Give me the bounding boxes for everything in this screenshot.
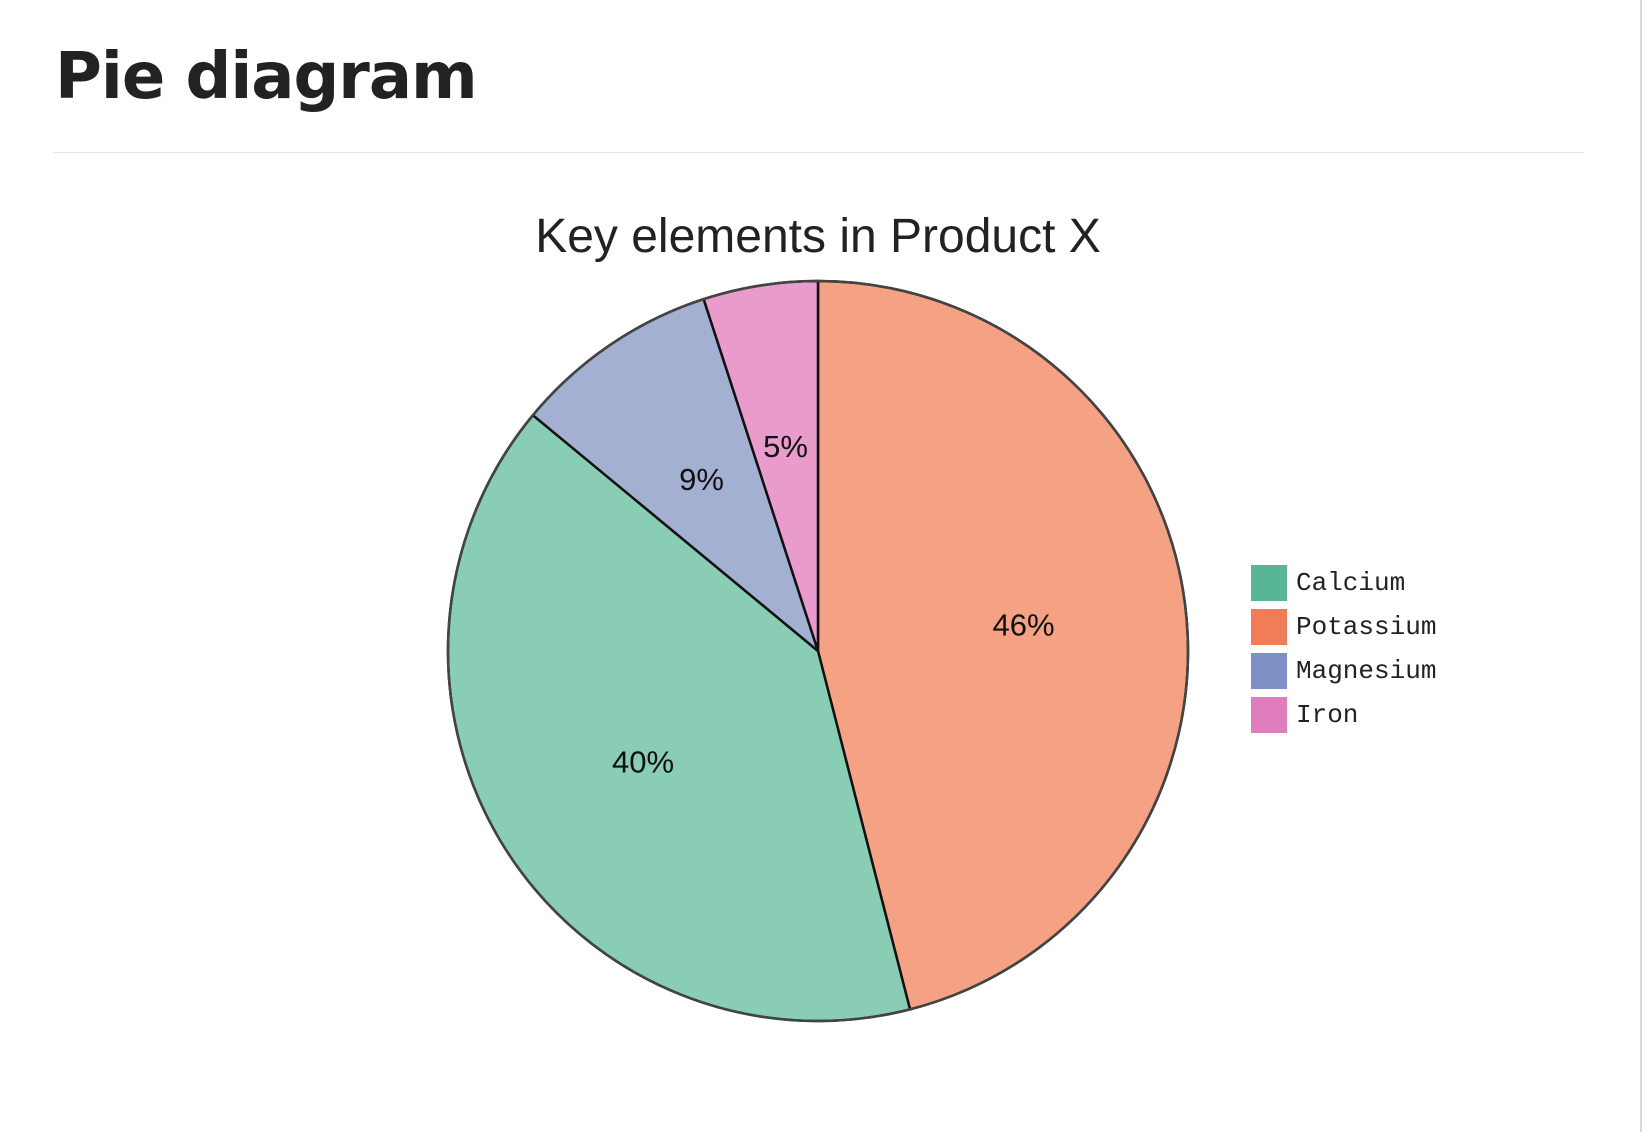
legend-label-potassium: Potassium [1296, 612, 1436, 642]
legend-label-calcium: Calcium [1296, 568, 1405, 598]
legend-label-magnesium: Magnesium [1296, 656, 1436, 686]
slice-label-iron: 5% [763, 429, 808, 464]
page-title: Pie diagram [55, 40, 478, 114]
chart-title: Key elements in Product X [535, 210, 1101, 263]
pie-slice-labels: 46% 40% 9% 5% [612, 429, 1055, 780]
legend: Calcium Potassium Magnesium Iron [1251, 565, 1436, 733]
legend-swatch-iron [1251, 697, 1287, 733]
pie-slices [446, 279, 1190, 1023]
slice-label-magnesium: 9% [679, 462, 724, 497]
legend-label-iron: Iron [1296, 700, 1358, 730]
pie-outline [446, 279, 1190, 1023]
legend-swatch-magnesium [1251, 653, 1287, 689]
legend-swatch-calcium [1251, 565, 1287, 601]
legend-swatch-potassium [1251, 609, 1287, 645]
heading-divider [54, 152, 1584, 153]
page-edge-border [1640, 0, 1642, 1132]
slice-label-potassium: 46% [993, 608, 1055, 643]
slice-label-calcium: 40% [612, 745, 674, 780]
